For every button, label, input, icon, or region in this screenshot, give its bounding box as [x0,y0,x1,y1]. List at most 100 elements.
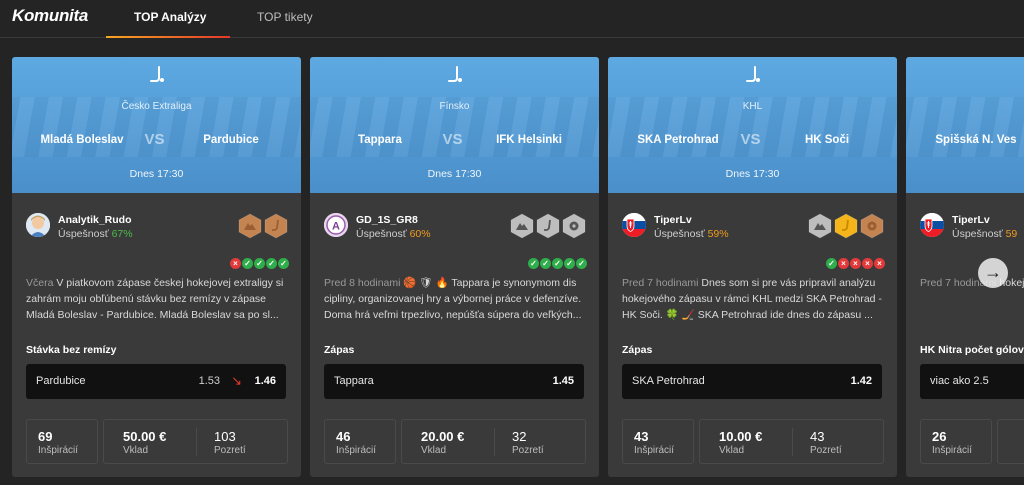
stake-label: Vklad [123,445,149,456]
analysis-excerpt[interactable]: Pred 8 hodinami 🏀 🛡 🔥 Tappara je synonym… [324,275,586,323]
bet-selection[interactable]: Pardubice 1.53 ↘ 1.46 [26,364,286,399]
inspirations-count: 43 [634,429,649,444]
previous-odds: 1.53 [198,375,220,387]
analysis-card[interactable]: KHL SKA Petrohrad VS HK Soči Dnes 17:30 Tiper… [608,57,897,477]
home-team: Spišská N. Ves [935,134,1017,146]
success-percent: 59 [1005,228,1018,240]
form-fail-icon: × [838,258,849,269]
analysis-card[interactable]: Fínsko Tappara VS IFK Helsinki Dnes 17:30 A GD… [310,57,599,477]
tab-top-tikety[interactable]: TOP tikety [257,10,313,24]
inspirations-count: 46 [336,429,351,444]
analysis-card[interactable]: Česko Extraliga Mladá Boleslav VS Pardubice… [12,57,301,477]
bet-pick: SKA Petrohrad [632,375,705,387]
current-odds: 1.45 [552,375,574,387]
stake-views-stat [997,419,1024,464]
analysis-excerpt[interactable]: Včera V piatkovom zápase českej hokejove… [26,275,288,323]
top-navigation: Komunita TOP Analýzy TOP tikety [0,0,1024,38]
bet-market-label: HK Nitra počet gólov [920,344,1024,356]
bet-pick: Tappara [334,375,374,387]
inspirations-stat: 43 Inšpirácií [622,419,694,464]
bet-selection[interactable]: viac ako 2.5 [920,364,1024,399]
slovak-flag-icon[interactable] [920,213,944,237]
grey-football-badge-icon [562,213,586,239]
analysis-excerpt[interactable]: Pred 7 hodinami hokejového zápasu v Spiš… [920,275,1024,323]
recent-form: × ✓ ✓ ✓ ✓ [229,253,289,269]
author-name[interactable]: TiperLv [952,214,990,226]
away-team: IFK Helsinki [496,134,562,146]
author-name[interactable]: GD_1S_GR8 [356,214,418,226]
recent-form: ✓ ✓ ✓ ✓ ✓ [527,253,587,269]
league-name: Slo [906,101,1024,112]
bet-market-label: Zápas [324,344,355,356]
form-success-icon: ✓ [564,258,575,269]
author-name[interactable]: TiperLv [654,214,692,226]
home-team: SKA Petrohrad [637,134,719,146]
league-name: KHL [742,101,763,112]
home-team: Tappara [358,134,402,146]
author-success-rate: Úspešnosť 59 [952,228,1017,240]
tab-top-analyzy[interactable]: TOP Analýzy [134,10,207,24]
views-label: Pozretí [512,445,544,456]
inspirations-label: Inšpirácií [634,445,675,456]
inspirations-label: Inšpirácií [932,445,973,456]
analysis-excerpt[interactable]: Pred 7 hodinami Dnes som si pre vás prip… [622,275,884,323]
match-header[interactable]: Česko Extraliga Mladá Boleslav VS Pardubice… [12,57,301,193]
success-label: Úspešnosť [58,228,109,240]
gold-hockey-badge-icon [834,213,858,239]
form-success-icon: ✓ [540,258,551,269]
views-label: Pozretí [810,445,842,456]
author-name[interactable]: Analytik_Rudo [58,214,132,226]
versus-label: VS [740,131,761,148]
bet-selection[interactable]: SKA Petrohrad 1.42 [622,364,882,399]
bet-market-label: Zápas [622,344,653,356]
stake-label: Vklad [421,445,447,456]
analysis-text: V piatkovom zápase českej hokejovej extr… [26,277,284,321]
success-percent: 67% [111,228,133,240]
inspirations-stat: 26 Inšpirácií [920,419,992,464]
form-success-icon: ✓ [826,258,837,269]
away-team: HK Soči [804,134,850,146]
league-name: Česko Extraliga [121,101,192,112]
author-success-rate: Úspešnosť 60% [356,228,431,240]
views-count: 103 [214,429,236,444]
bet-pick: viac ako 2.5 [930,375,989,387]
bet-selection[interactable]: Tappara 1.45 [324,364,584,399]
stat-divider [494,428,495,456]
inspirations-label: Inšpirácií [336,445,377,456]
author-row[interactable]: TiperLv Úspešnosť 59 [920,213,1024,243]
analysis-carousel: Česko Extraliga Mladá Boleslav VS Pardubice… [0,57,1024,485]
views-label: Pozretí [214,445,246,456]
analysis-text: 🏀 🛡 🔥 Tappara je synonymom dis cipliny, … [324,277,582,321]
author-row[interactable]: Analytik_Rudo Úspešnosť 67% [26,213,288,243]
analysis-text: Dnes som si pre vás pripravil analýzu ho… [622,277,882,321]
versus-label: VS [144,131,165,148]
posted-time: Pred 7 hodinami [920,277,997,289]
match-header[interactable]: Slo Spišská N. Ves [906,57,1024,193]
author-row[interactable]: TiperLv Úspešnosť 59% [622,213,884,243]
analysis-stats: 69 Inšpirácií 50.00 € Vklad 103 Pozretí [26,419,288,464]
match-header[interactable]: KHL SKA Petrohrad VS HK Soči Dnes 17:30 [608,57,897,193]
bronze-mountain-badge-icon [238,213,262,239]
cartoon-avatar-icon[interactable] [26,213,50,237]
form-success-icon: ✓ [242,258,253,269]
active-tab-indicator [106,36,230,38]
letter-a-avatar-icon[interactable]: A [324,213,348,237]
form-success-icon: ✓ [254,258,265,269]
form-success-icon: ✓ [552,258,563,269]
carousel-next-button[interactable]: → [978,258,1008,288]
posted-time: Včera [26,277,54,289]
success-label: Úspešnosť [356,228,407,240]
analysis-card[interactable]: Slo Spišská N. Ves TiperLv Úspešnosť 59 Pred… [906,57,1024,477]
author-badges [508,213,586,239]
inspirations-label: Inšpirácií [38,445,79,456]
author-row[interactable]: A GD_1S_GR8 Úspešnosť 60% [324,213,586,243]
stake-amount: 20.00 € [421,429,465,444]
bronze-hockey-badge-icon [264,213,288,239]
success-label: Úspešnosť [654,228,705,240]
success-percent: 59% [707,228,729,240]
current-odds: 1.46 [254,375,276,387]
slovak-flag-icon[interactable] [622,213,646,237]
match-header[interactable]: Fínsko Tappara VS IFK Helsinki Dnes 17:30 [310,57,599,193]
odds-drop-arrow-icon: ↘ [231,373,242,388]
match-time: Dnes 17:30 [427,168,482,180]
